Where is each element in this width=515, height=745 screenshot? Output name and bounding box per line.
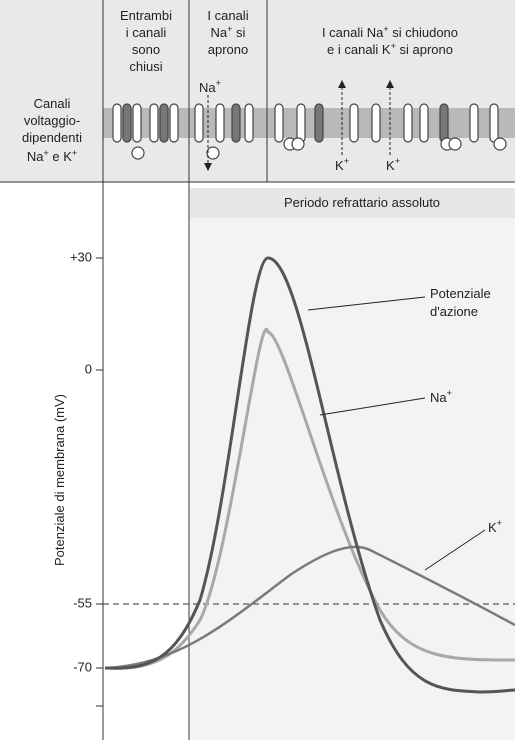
na-curve (104, 327, 515, 670)
t: K (488, 520, 497, 535)
t: + (395, 156, 400, 166)
k-curve (104, 545, 515, 670)
col-text: Na+ si (211, 24, 246, 40)
action-curve (104, 256, 515, 694)
col-text: chiusi (129, 59, 162, 74)
t: si aprono (396, 42, 453, 57)
t: e K (49, 149, 72, 164)
t: + (497, 518, 502, 528)
header-texts: Canali voltaggio- dipendenti Na+ e K+ En… (22, 8, 458, 210)
refractory-band (190, 188, 515, 218)
curve-label: Na+ (430, 388, 452, 405)
header-panel (0, 0, 515, 182)
t: + (391, 41, 396, 51)
channels (112, 103, 507, 160)
t: + (72, 148, 77, 158)
ion-label: K+ (386, 156, 400, 173)
col-text: sono (132, 42, 160, 57)
t: + (447, 388, 452, 398)
t: + (216, 78, 221, 88)
curve-label: d'azione (430, 304, 478, 319)
t: Na (211, 25, 228, 40)
arrowheads (204, 80, 394, 171)
row-title: dipendenti (22, 130, 82, 145)
curve-label: Potenziale (430, 286, 491, 301)
col-text: aprono (208, 42, 248, 57)
col-text: Entrambi (120, 8, 172, 23)
y-axis-title: Potenziale di membrana (mV) (52, 394, 67, 566)
ion-label: K+ (335, 156, 349, 173)
ion-label: Na+ (199, 78, 221, 95)
t: e i canali K (327, 42, 391, 57)
t: Na (430, 390, 447, 405)
row-title: voltaggio- (24, 113, 80, 128)
col-text: I canali (207, 8, 248, 23)
t: Na (199, 80, 216, 95)
curve-label: K+ (488, 518, 502, 535)
y-tick-label: +30 (70, 249, 92, 264)
col-text: e i canali K+ si aprono (327, 41, 453, 57)
y-tick-label: -55 (73, 595, 92, 610)
t: + (43, 148, 48, 158)
t: + (344, 156, 349, 166)
ion-arrows (207, 85, 391, 165)
col-text: I canali Na+ si chiudono (322, 24, 458, 40)
t: K (335, 158, 344, 173)
t: Na (27, 149, 44, 164)
row-title: Na+ e K+ (27, 148, 77, 164)
col-text: i canali (126, 25, 167, 40)
t: + (383, 24, 388, 34)
t: + (227, 24, 232, 34)
refractory-area (190, 188, 515, 740)
t: I canali Na (322, 25, 384, 40)
refractory-label: Periodo refrattario assoluto (284, 195, 440, 210)
row-title: Canali (34, 96, 71, 111)
t: si (232, 25, 245, 40)
y-tick-label: 0 (85, 361, 92, 376)
y-ticks (96, 257, 103, 707)
t: si chiudono (389, 25, 458, 40)
curve-labels: Potenziale d'azione Na+ K+ (430, 286, 502, 535)
y-tick-labels: +30 0 -55 -70 (70, 249, 92, 674)
leader-lines (307, 296, 486, 571)
y-tick-label: -70 (73, 659, 92, 674)
t: K (386, 158, 395, 173)
